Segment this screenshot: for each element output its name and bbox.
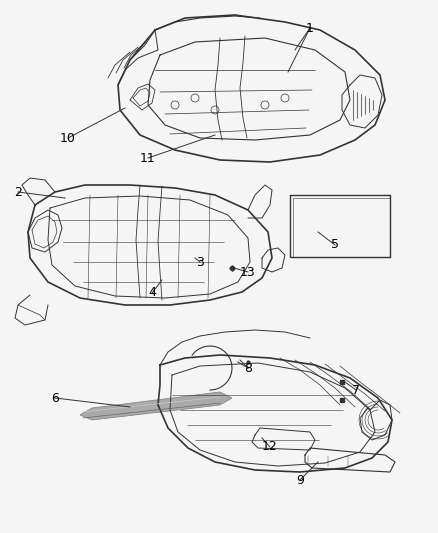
Text: 10: 10 <box>60 132 76 144</box>
Text: 8: 8 <box>244 361 252 375</box>
Text: 13: 13 <box>240 265 256 279</box>
Text: 5: 5 <box>331 238 339 252</box>
Text: 11: 11 <box>140 151 156 165</box>
Text: 4: 4 <box>148 287 156 300</box>
Text: 2: 2 <box>14 185 22 198</box>
Text: 12: 12 <box>262 440 278 454</box>
Polygon shape <box>80 392 232 420</box>
Text: 6: 6 <box>51 392 59 405</box>
Text: 3: 3 <box>196 255 204 269</box>
Text: 9: 9 <box>296 473 304 487</box>
Text: 1: 1 <box>306 21 314 35</box>
Text: 7: 7 <box>352 384 360 397</box>
